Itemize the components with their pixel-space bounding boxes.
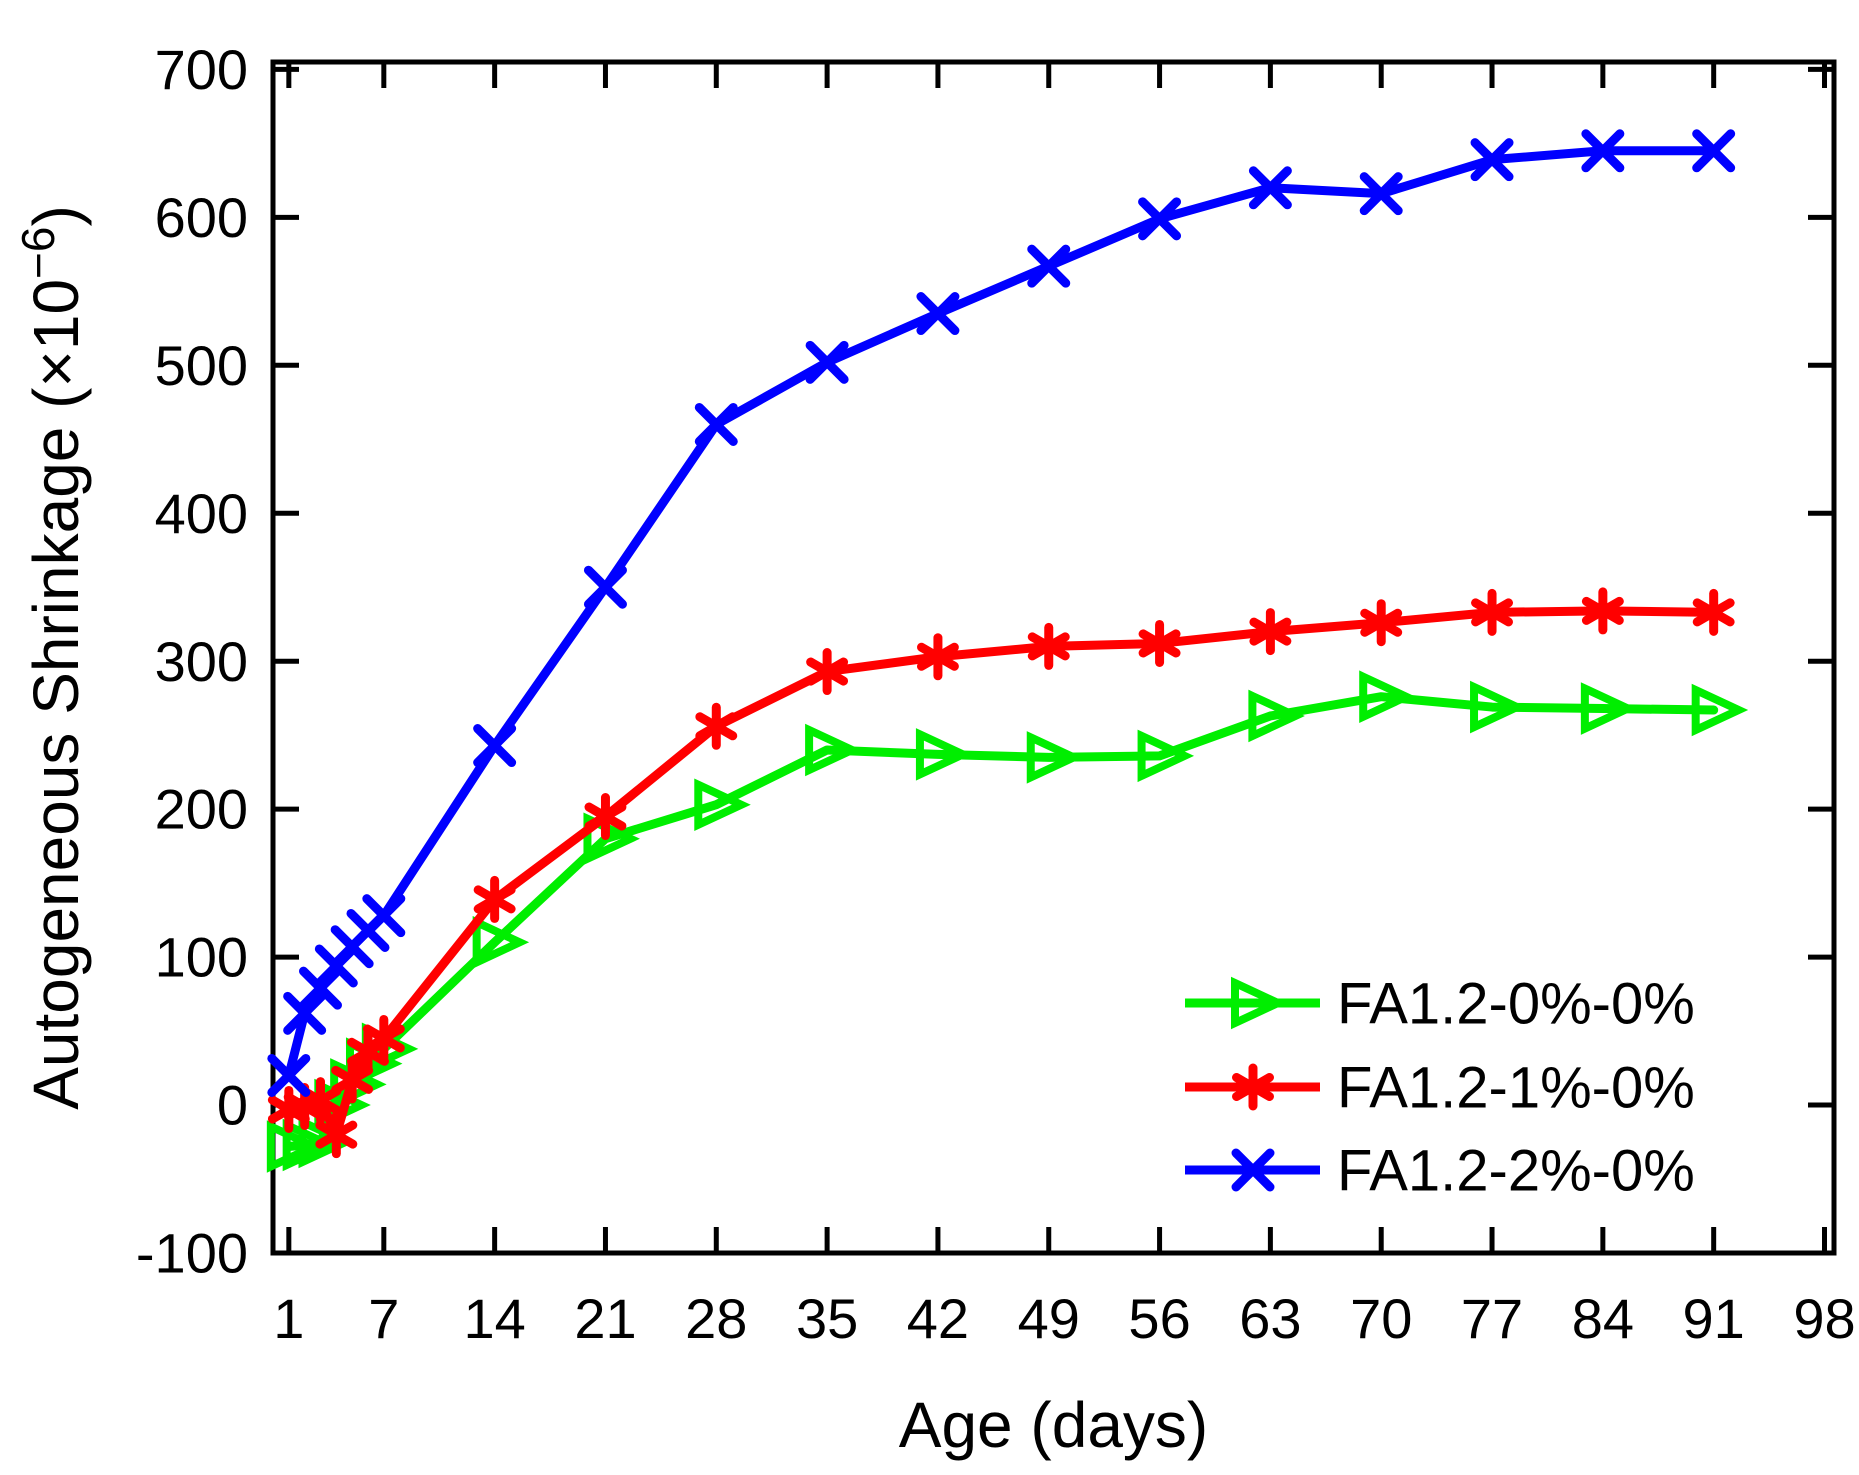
triangle-marker	[1231, 976, 1288, 1030]
x-marker	[473, 724, 517, 768]
x-tick-label: 98	[1793, 1287, 1855, 1350]
legend: FA1.2-0%-0% FA1.2-1%-0% FA1.2-2%-0%	[1185, 971, 1695, 1203]
asterisk-marker	[331, 1065, 374, 1094]
x-tick-label: 49	[1018, 1287, 1080, 1350]
triangle-marker	[472, 916, 530, 969]
y-tick-label: 200	[155, 778, 248, 841]
triangle-marker	[1359, 670, 1416, 723]
x-axis-label: Age (days)	[899, 1389, 1208, 1461]
x-marker	[1231, 1148, 1275, 1192]
y-axis-label: Autogeneous Shrinkage (×10−6)	[12, 205, 92, 1110]
x-tick-label: 91	[1683, 1287, 1745, 1350]
series-FA1.2-2%-0%	[267, 129, 1736, 1097]
triangle-marker	[266, 1120, 324, 1173]
triangle-marker	[1691, 683, 1749, 737]
x-marker	[1470, 138, 1514, 182]
y-tick-label: -100	[136, 1222, 248, 1285]
triangle-marker	[1137, 729, 1195, 783]
asterisk-marker	[1027, 632, 1070, 661]
x-marker	[1359, 172, 1403, 216]
x-marker	[1692, 129, 1736, 173]
asterisk-marker	[473, 885, 516, 914]
x-tick-label: 14	[463, 1287, 525, 1350]
x-tick-label: 84	[1572, 1287, 1634, 1350]
triangle-marker	[915, 728, 973, 781]
asterisk-marker	[1138, 629, 1181, 658]
x-tick-label: 70	[1350, 1287, 1412, 1350]
asterisk-marker	[1581, 596, 1624, 625]
x-tick-label: 28	[685, 1287, 747, 1350]
triangle-marker	[1580, 682, 1638, 735]
x-marker	[362, 894, 406, 938]
x-tick-label: 77	[1461, 1287, 1523, 1350]
legend-item-FA1.2-1%-0%[interactable]: FA1.2-1%-0%	[1185, 1055, 1695, 1120]
asterisk-marker	[916, 642, 959, 671]
asterisk-marker	[1249, 617, 1292, 646]
triangle-marker	[1470, 680, 1527, 734]
x-marker	[916, 292, 960, 336]
asterisk-marker	[584, 802, 627, 831]
x-marker	[1248, 166, 1292, 210]
x-tick-label: 42	[907, 1287, 969, 1350]
y-tick-label: 300	[155, 630, 248, 693]
x-marker	[267, 1053, 311, 1097]
asterisk-marker	[1471, 598, 1513, 627]
asterisk-marker	[362, 1024, 405, 1053]
legend-label: FA1.2-2%-0%	[1337, 1138, 1695, 1203]
x-marker	[1027, 244, 1071, 288]
asterisk-marker	[1232, 1073, 1274, 1101]
legend-label: FA1.2-1%-0%	[1337, 1055, 1695, 1120]
asterisk-marker	[806, 657, 849, 686]
x-tick-label: 63	[1239, 1287, 1301, 1350]
x-marker	[694, 402, 738, 446]
y-tick-label: 0	[217, 1074, 248, 1137]
y-tick-label: 500	[155, 334, 248, 397]
x-marker	[1138, 197, 1182, 241]
triangle-marker	[1026, 731, 1084, 784]
y-tick-label: 600	[155, 186, 248, 249]
axis-ticks	[273, 62, 1834, 1256]
legend-item-FA1.2-2%-0%[interactable]: FA1.2-2%-0%	[1185, 1138, 1695, 1203]
plot-border	[270, 59, 1837, 1256]
x-tick-label: 1	[273, 1287, 304, 1350]
legend-item-FA1.2-0%-0%[interactable]: FA1.2-0%-0%	[1185, 971, 1695, 1036]
legend-label: FA1.2-0%-0%	[1337, 971, 1695, 1036]
asterisk-marker	[315, 1120, 358, 1149]
x-marker	[1581, 129, 1625, 173]
x-tick-label: 35	[796, 1287, 858, 1350]
triangle-marker	[805, 723, 862, 777]
x-tick-label: 21	[574, 1287, 636, 1350]
tick-labels: 1 7 14 21 28 35 42 49 56 63 70 77 84 91 98 -100 0 100 200 3…	[136, 38, 1856, 1350]
x-marker	[283, 991, 327, 1035]
asterisk-marker	[1360, 608, 1403, 637]
y-tick-label: 700	[155, 38, 248, 101]
asterisk-marker	[695, 712, 738, 741]
asterisk-marker	[1692, 598, 1735, 627]
triangle-marker	[1248, 689, 1305, 743]
x-tick-label: 56	[1128, 1287, 1190, 1350]
x-tick-label: 7	[368, 1287, 399, 1350]
y-tick-label: 100	[155, 926, 248, 989]
x-marker	[805, 340, 849, 384]
triangle-marker	[694, 778, 751, 831]
asterisk-marker	[299, 1086, 342, 1115]
x-marker	[583, 565, 627, 609]
y-tick-label: 400	[155, 482, 248, 545]
